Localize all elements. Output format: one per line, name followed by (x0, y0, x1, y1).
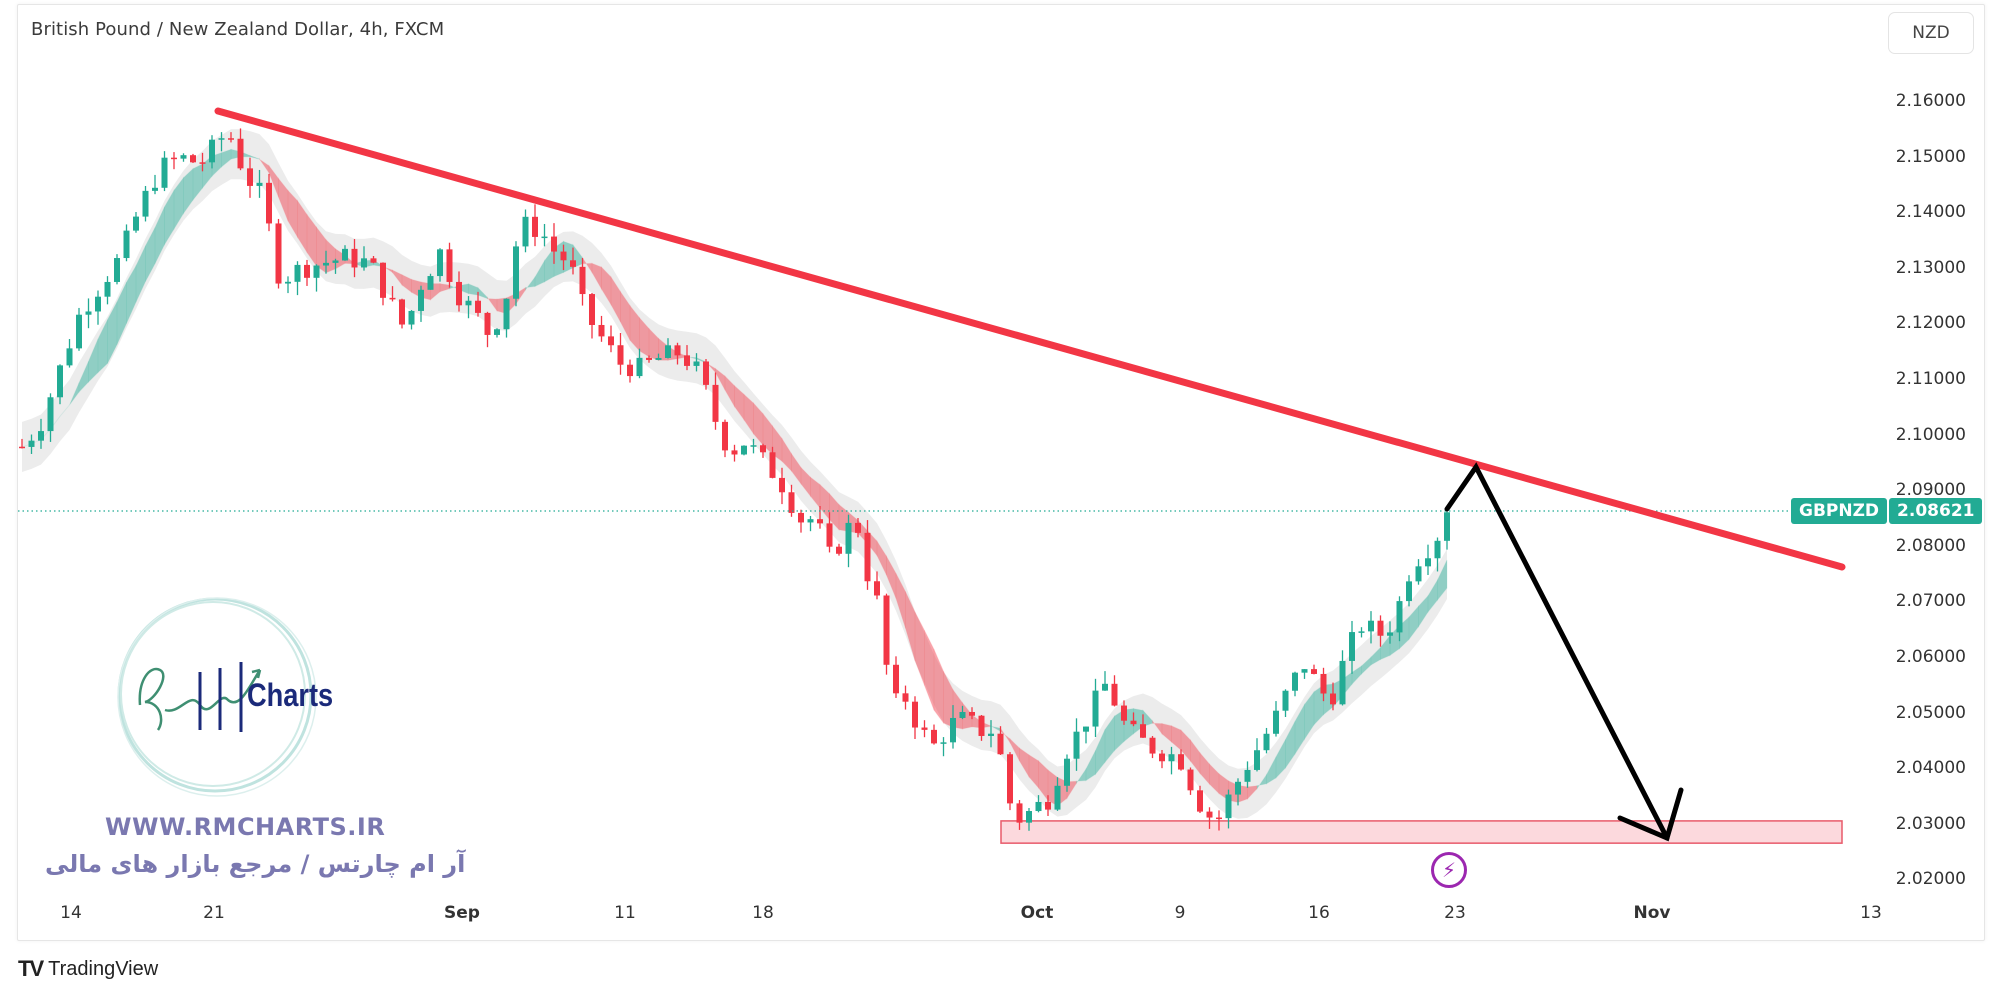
time-tick-label: 18 (752, 903, 774, 923)
time-tick-label: Nov (1633, 903, 1671, 923)
time-tick-label: 23 (1444, 903, 1466, 923)
logo-brand-text: Charts (247, 677, 334, 713)
price-tick-label: 2.09000 (1895, 480, 1966, 501)
current-price-badge: GBPNZD 2.08621 (1791, 498, 1983, 524)
tradingview-logo-icon: TV (18, 956, 44, 981)
time-tick-label: 11 (614, 903, 636, 923)
price-tick-label: 2.03000 (1895, 813, 1966, 834)
last-price-badge: 2.08621 (1889, 498, 1983, 524)
footer-branding[interactable]: TV TradingView (18, 956, 158, 982)
price-tick-label: 2.05000 (1895, 702, 1966, 723)
lightning-icon[interactable]: ⚡ (1431, 852, 1467, 888)
time-tick-label: Oct (1020, 903, 1054, 923)
tradingview-brand: TradingView (48, 957, 159, 980)
price-tick-label: 2.07000 (1895, 591, 1966, 612)
price-tick-label: 2.08000 (1895, 535, 1966, 556)
time-tick-label: Sep (444, 903, 480, 923)
price-tick-label: 2.10000 (1895, 424, 1966, 445)
price-tick-label: 2.16000 (1895, 91, 1966, 111)
time-tick-label: 9 (1174, 903, 1186, 923)
watermark-url: WWW.RMCHARTS.IR (105, 813, 386, 841)
price-tick-label: 2.06000 (1895, 647, 1966, 667)
currency-unit-button[interactable]: NZD (1888, 12, 1974, 54)
price-tick-label: 2.12000 (1895, 313, 1966, 334)
time-tick-label: 14 (60, 903, 82, 923)
price-tick-label: 2.04000 (1895, 758, 1966, 779)
chart-frame (17, 4, 1985, 941)
price-tick-label: 2.11000 (1895, 369, 1966, 389)
chart-title: British Pound / New Zealand Dollar, 4h, … (31, 19, 445, 40)
price-tick-label: 2.15000 (1895, 146, 1966, 167)
price-tick-label: 2.02000 (1895, 869, 1966, 890)
rmcharts-logo-circle (117, 597, 317, 797)
price-tick-label: 2.13000 (1895, 257, 1966, 278)
symbol-badge: GBPNZD (1791, 498, 1888, 524)
time-tick-label: 13 (1860, 903, 1882, 923)
time-tick-label: 16 (1308, 903, 1330, 923)
price-tick-label: 2.14000 (1895, 202, 1966, 223)
watermark-tagline: آر ام چارتس / مرجع بازار های مالی (45, 850, 466, 878)
time-tick-label: 21 (203, 903, 225, 923)
